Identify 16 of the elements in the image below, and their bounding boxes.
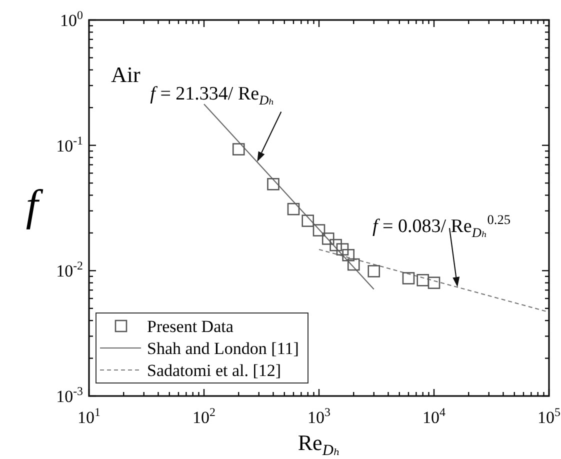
- legend-label: Shah and London [11]: [147, 339, 299, 358]
- x-tick-label: 10$^{4}$: [422, 404, 446, 427]
- annotation: Air: [111, 62, 141, 87]
- x-tick-label: 10$^{3}$: [308, 404, 331, 427]
- y-tick-label: 10$^{-3}$: [56, 384, 84, 406]
- legend-label: Present Data: [147, 317, 234, 336]
- y-tick-label: 10$^{-1}$: [56, 133, 84, 156]
- y-tick-label: 10$^{-2}$: [56, 258, 84, 281]
- x-tick-label: 10$^{5}$: [538, 404, 561, 427]
- legend-label: Sadatomi et al. [12]: [147, 361, 282, 380]
- y-tick-label: 10$^{0}$: [60, 8, 84, 30]
- x-tick-label: 10$^{2}$: [192, 404, 216, 427]
- x-tick-label: 10$^{1}$: [78, 404, 101, 427]
- y-axis-title: f: [26, 181, 44, 230]
- annotation: f = 21.334/ Re$_{Dₕ}$: [150, 84, 274, 108]
- x-axis-title: Re$_{Dₕ}$: [298, 430, 340, 459]
